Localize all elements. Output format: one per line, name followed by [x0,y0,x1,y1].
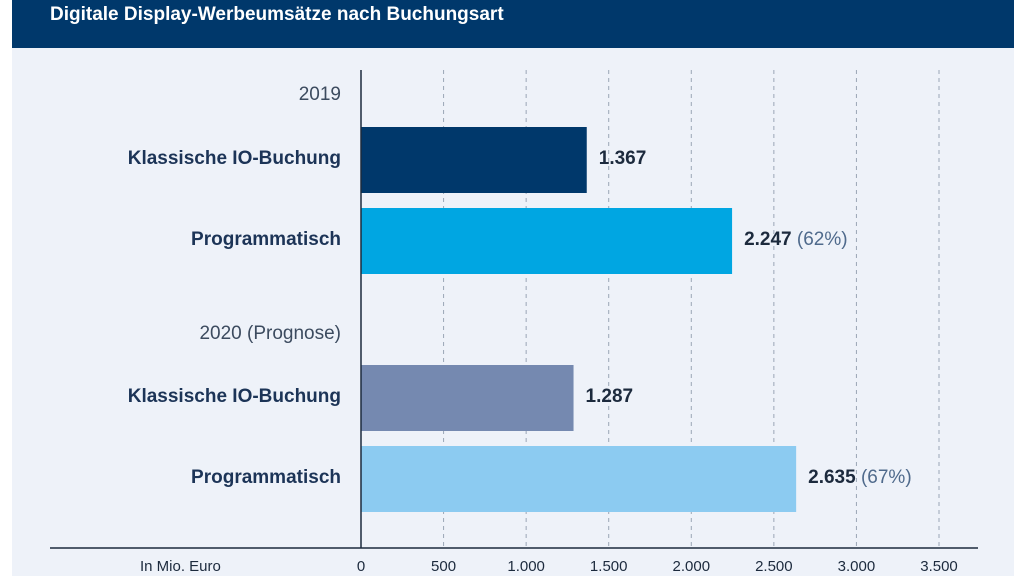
chart-panel: 2019 Klassische IO-Buchung 1.367 Programmat… [12,48,1014,576]
value-number: 2.635 [808,467,856,488]
share-label: (67%) [855,467,912,488]
bar [361,208,733,274]
category-label: Klassische IO-Buchung [127,148,341,169]
x-tick-label: 3.000 [837,558,876,575]
bar [361,365,574,431]
category-label: Programmatisch [191,467,341,488]
bar [361,446,797,512]
value-number: 2.247 [744,229,792,250]
value-label: 2.247 (62%) [744,229,848,251]
value-number: 1.367 [598,148,647,169]
x-tick-label: 3.500 [920,558,958,575]
chart-title: Digitale Display-Werbeumsätze nach Buchu… [50,4,504,25]
group-label: 2019 [298,84,341,105]
value-label: 1.367 [599,148,647,170]
x-tick-label: 1.500 [589,558,628,575]
bar [361,127,587,193]
value-number: 1.287 [585,386,634,407]
share-label: (62%) [791,229,848,250]
value-label: 1.287 [586,386,634,408]
chart-header: Digitale Display-Werbeumsätze nach Buchu… [12,0,1014,48]
group-label: 2020 (Prognose) [199,323,341,344]
category-label: Programmatisch [191,229,341,250]
value-label: 2.635 (67%) [808,467,912,489]
x-tick-label: 1.000 [507,558,545,575]
category-label: Klassische IO-Buchung [127,386,341,407]
x-tick-label: 2.500 [755,558,793,575]
x-tick-label: 0 [356,558,366,575]
x-tick-label: 2.000 [672,558,711,575]
unit-label: In Mio. Euro [140,558,221,575]
bar-chart [50,70,978,549]
x-tick-label: 500 [431,558,457,575]
